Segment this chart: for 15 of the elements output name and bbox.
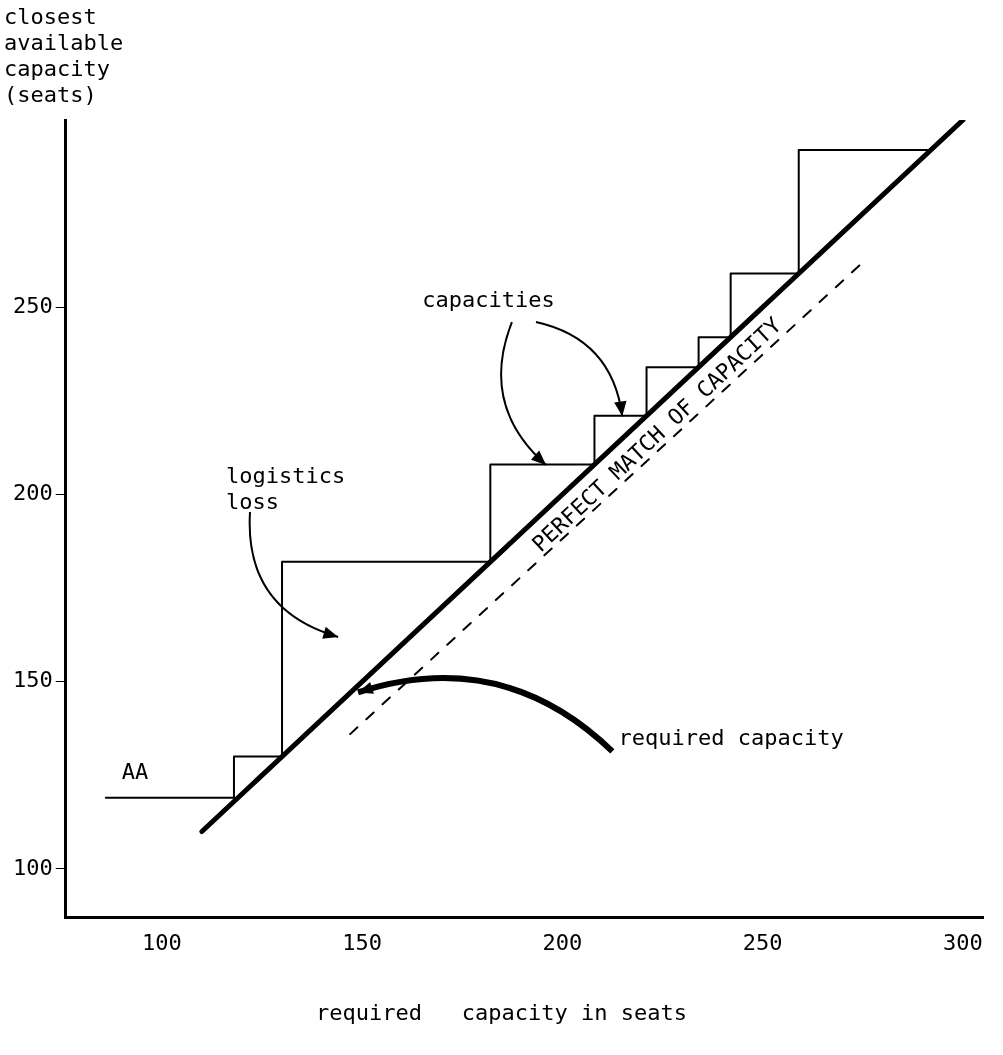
x-tick-label: 150 <box>342 929 383 955</box>
x-tick-label: 300 <box>943 929 983 955</box>
annotation: required capacity <box>618 725 844 751</box>
annotation: logistics loss <box>225 463 346 515</box>
y-tick-label: 100 <box>12 854 53 880</box>
x-tick-label: 200 <box>542 929 583 955</box>
x-tick-label: 100 <box>141 929 182 955</box>
y-tick-label: 200 <box>12 480 53 506</box>
x-axis-title: required capacity in seats <box>315 1000 688 1025</box>
y-tick-label: 150 <box>12 667 53 693</box>
y-axis-title: closest available capacity (seats) <box>4 4 125 108</box>
y-tick-label: 250 <box>12 292 53 318</box>
annotation: AA <box>121 759 149 785</box>
x-tick-label: 250 <box>742 929 783 955</box>
annotation: capacities <box>422 287 555 313</box>
